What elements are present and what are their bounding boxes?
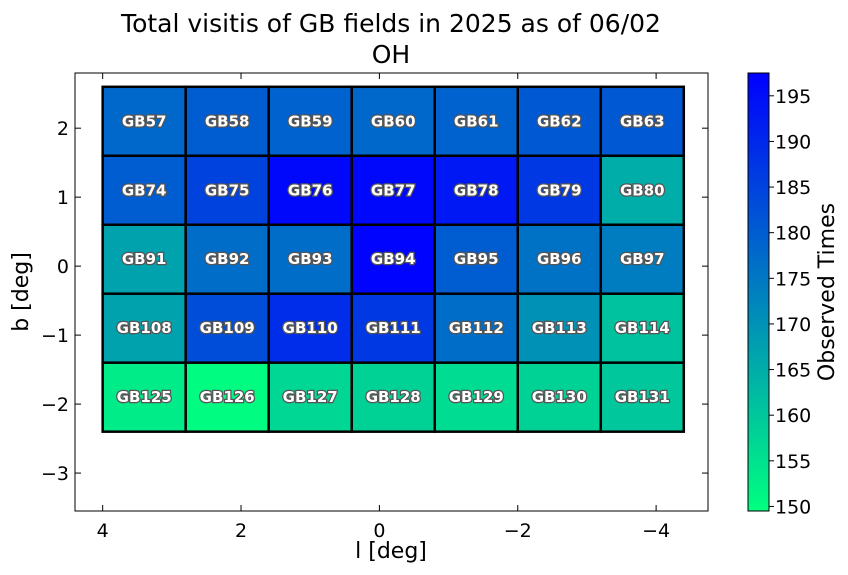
cell-label: GB94 [371, 250, 416, 268]
colorbar-tick-label: 190 [775, 131, 811, 153]
colorbar-tick-label: 160 [775, 405, 811, 427]
y-tick-label: 0 [57, 256, 69, 278]
y-tick-label: −3 [41, 463, 69, 485]
heatmap-cell [184, 361, 270, 433]
cell-label: GB130 [532, 388, 587, 406]
cell-label: GB92 [205, 250, 250, 268]
heatmap-cell [184, 223, 270, 295]
heatmap-cell [101, 292, 187, 364]
x-tick-label: 0 [373, 520, 385, 542]
heatmap-cell [599, 223, 686, 295]
cell-label: GB128 [366, 388, 421, 406]
cell-label: GB76 [288, 181, 333, 199]
colorbar-label: Observed Times [815, 203, 840, 381]
colorbar-tick-label: 175 [775, 268, 811, 290]
cell-label: GB93 [288, 250, 333, 268]
chart-title: Total visitis of GB fields in 2025 as of… [120, 9, 661, 38]
heatmap-cell [516, 154, 603, 226]
y-tick-label: −2 [41, 394, 69, 416]
cell-label: GB75 [205, 181, 250, 199]
x-tick-label: 2 [235, 520, 247, 542]
cell-label: GB79 [537, 181, 582, 199]
heatmap-cell [599, 85, 686, 158]
x-axis-ticks: 4 2 0 −2 −4 [97, 73, 670, 542]
cell-label: GB74 [122, 181, 167, 199]
heatmap-cell-labels: GB57 GB58 GB59 GB60 GB61 GB62 GB63 GB74 GB75 GB76… [115, 111, 671, 407]
y-tick-label: 2 [57, 118, 69, 140]
cell-label: GB113 [532, 319, 587, 337]
cell-label: GB59 [288, 112, 333, 130]
x-axis-label: l [deg] [355, 539, 427, 564]
heatmap-cell [433, 361, 520, 433]
cell-label: GB80 [620, 181, 665, 199]
heatmap-cell [599, 292, 686, 364]
colorbar-tick-label: 185 [775, 177, 811, 199]
colorbar-tick-label: 195 [775, 86, 811, 108]
heatmap-cell [101, 223, 187, 295]
cell-label: GB110 [283, 319, 338, 337]
cell-label: GB58 [205, 112, 250, 130]
cell-label: GB127 [283, 388, 338, 406]
y-tick-label: −1 [41, 325, 69, 347]
heatmap-cell [433, 292, 520, 364]
cell-label: GB91 [122, 250, 167, 268]
x-tick-label: 4 [97, 520, 109, 542]
cell-label: GB111 [366, 319, 421, 337]
cell-label: GB63 [620, 112, 665, 130]
cell-label: GB61 [454, 112, 499, 130]
colorbar-tick-label: 170 [775, 314, 811, 336]
cell-label: GB57 [122, 112, 167, 130]
heatmap-cell [350, 154, 436, 226]
x-tick-label: −4 [642, 520, 670, 542]
heatmap-cell [184, 154, 270, 226]
cell-label: GB131 [615, 388, 670, 406]
colorbar [747, 72, 770, 512]
heatmap-cell [350, 223, 436, 295]
cell-label: GB109 [200, 319, 255, 337]
heatmap-cell [433, 223, 520, 295]
heatmap-cell [433, 85, 520, 158]
cell-label: GB112 [449, 319, 504, 337]
cell-label: GB60 [371, 112, 416, 130]
y-axis-ticks: 2 1 0 −1 −2 −3 [41, 118, 708, 485]
colorbar-tick-label: 155 [775, 451, 811, 473]
cell-label: GB114 [615, 319, 670, 337]
cell-label: GB108 [117, 319, 172, 337]
cell-label: GB125 [117, 388, 172, 406]
heatmap-cell [599, 361, 686, 433]
colorbar-ticks: 150 155 160 165 170 175 180 185 190 195 [769, 86, 811, 518]
cell-label: GB95 [454, 250, 499, 268]
chart-subtitle: OH [372, 40, 410, 69]
cell-label: GB97 [620, 250, 665, 268]
cell-label: GB129 [449, 388, 504, 406]
cell-label: GB62 [537, 112, 582, 130]
cell-label: GB126 [200, 388, 255, 406]
y-axis-label: b [deg] [9, 252, 34, 332]
heatmap-cell [516, 361, 603, 433]
cell-label: GB77 [371, 181, 416, 199]
colorbar-tick-label: 180 [775, 223, 811, 245]
cell-label: GB78 [454, 181, 499, 199]
colorbar-tick-label: 150 [775, 496, 811, 518]
x-tick-label: −2 [504, 520, 532, 542]
heatmap-cell [516, 223, 603, 295]
y-tick-label: 1 [57, 187, 69, 209]
heatmap-cells [101, 85, 686, 433]
colorbar-tick-label: 165 [775, 360, 811, 382]
cell-label: GB96 [537, 250, 582, 268]
